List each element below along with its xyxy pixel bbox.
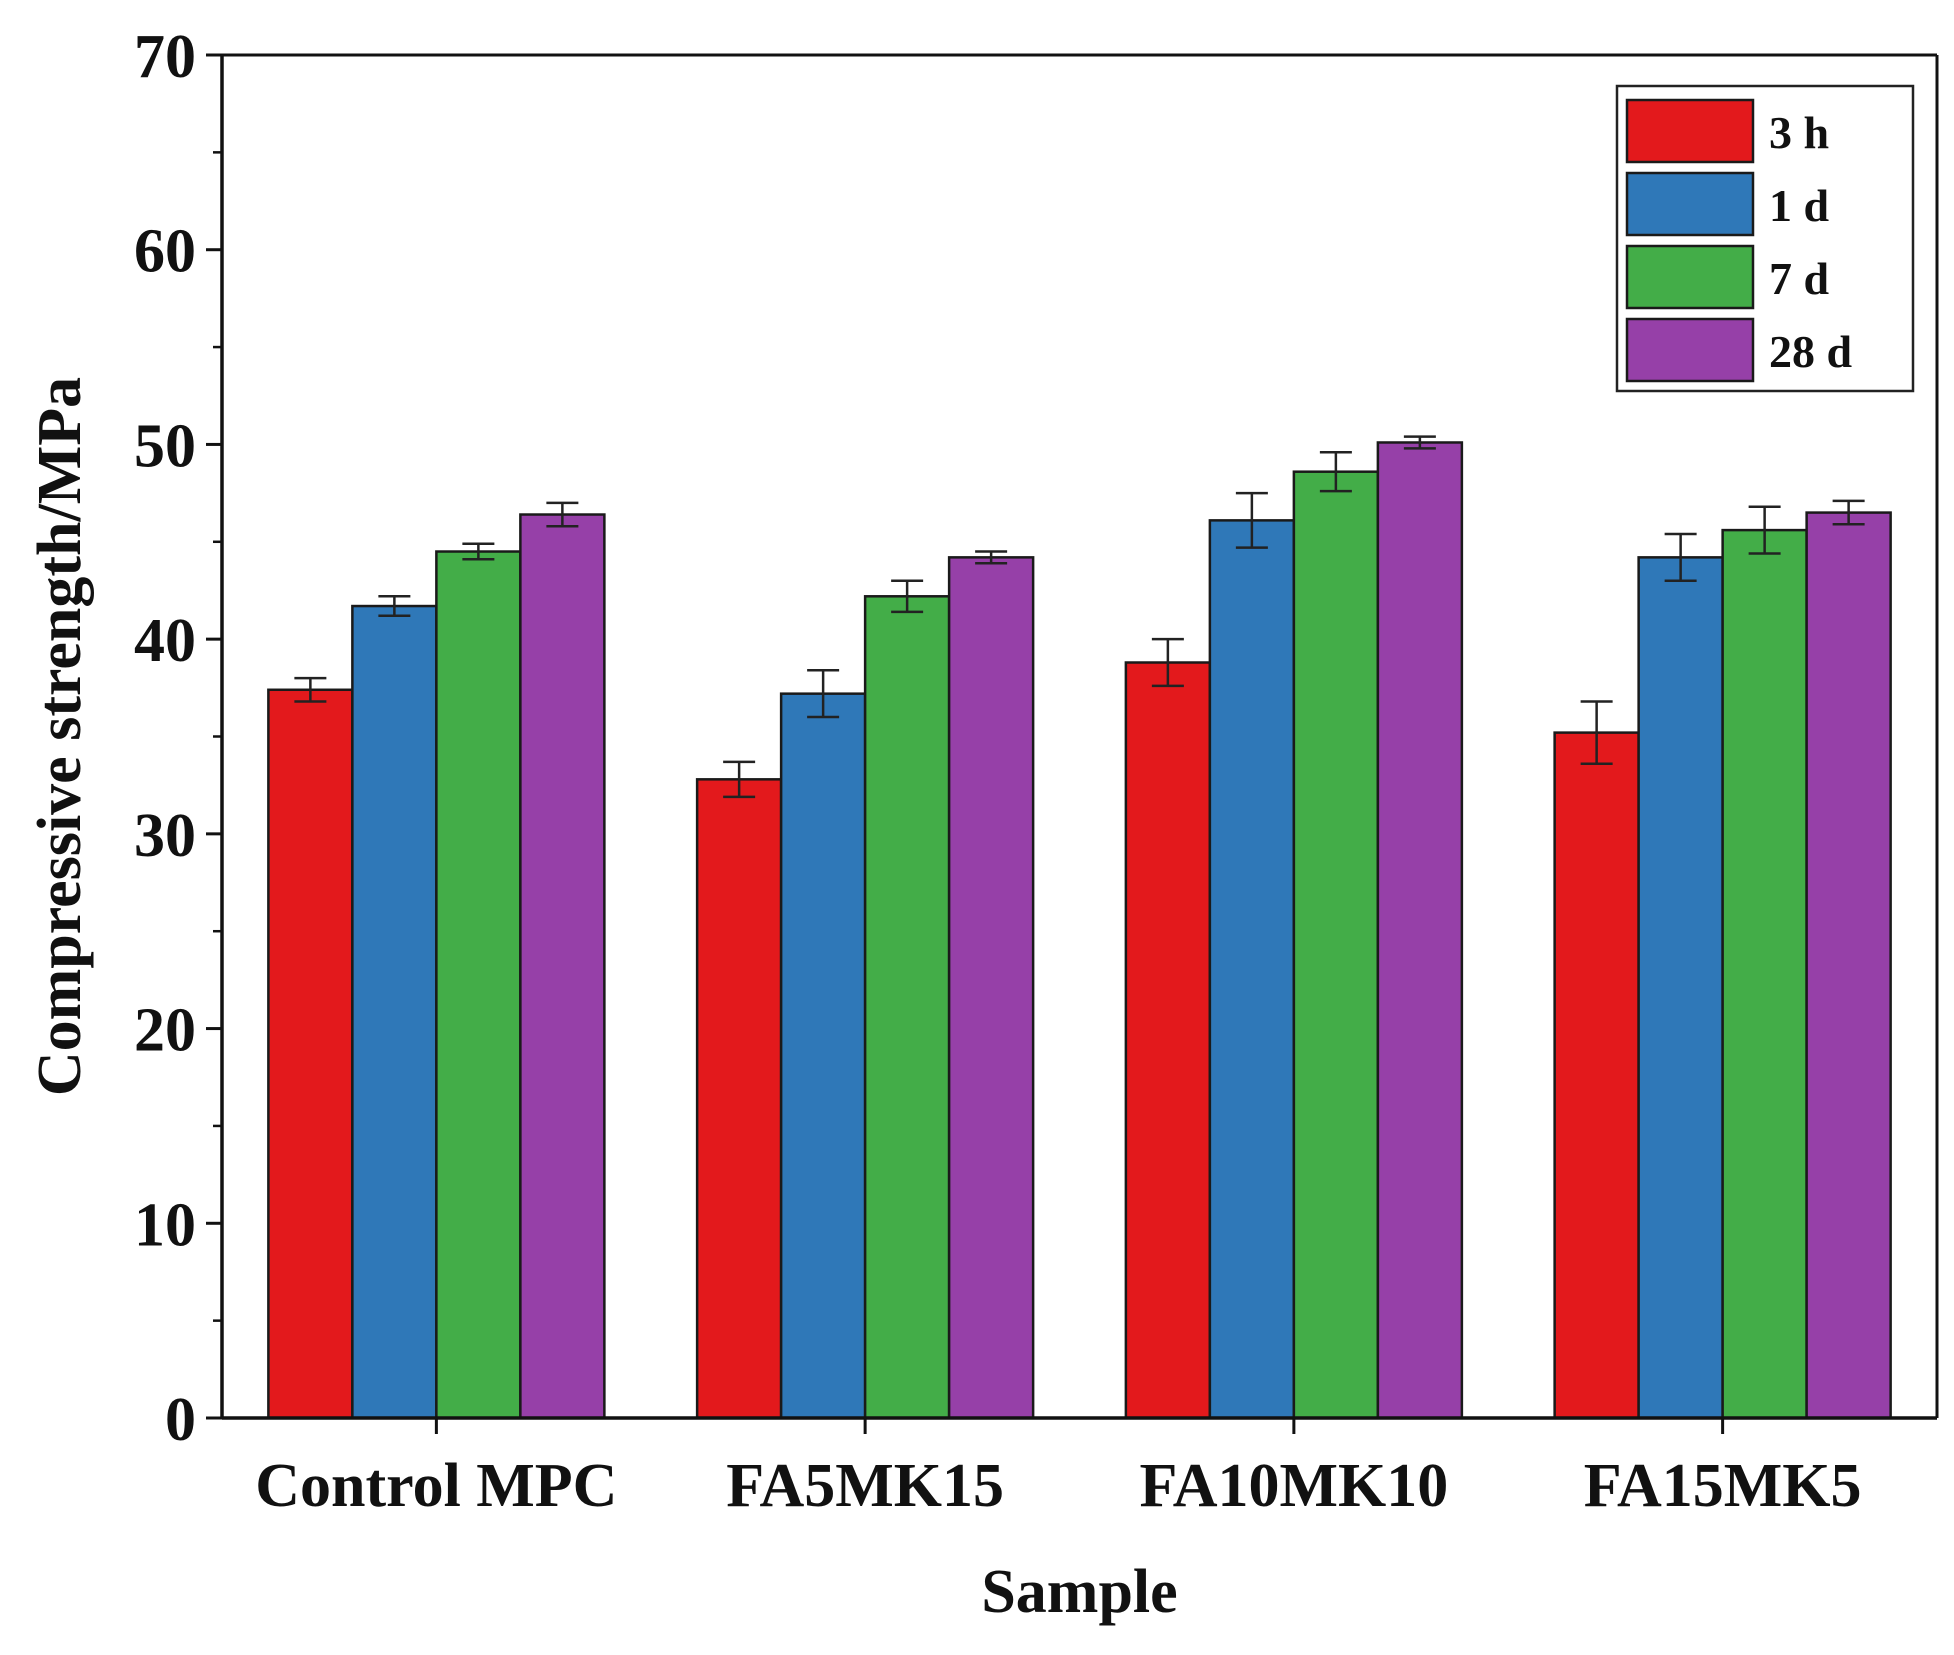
bar [267,688,354,1420]
y-tick-label: 40 [134,607,196,675]
x-tick-label: FA10MK10 [1139,1452,1448,1520]
legend-swatch [1625,171,1755,237]
bar [863,595,951,1420]
y-axis-title: Compressive strength/MPa [26,377,94,1096]
bar [1721,528,1808,1420]
bar [1553,731,1640,1420]
y-tick-label: 60 [134,218,196,286]
y-tick-label: 70 [134,23,196,91]
bar [695,778,783,1420]
bar [1376,441,1464,1420]
bar [435,550,522,1420]
legend-label: 3 h [1769,107,1829,158]
x-axis-title: Sample [981,1558,1177,1626]
bar [519,513,606,1420]
bar [1292,470,1380,1420]
legend-swatch [1625,98,1755,164]
legend-swatch [1625,244,1755,310]
legend: 3 h 1 d 7 d 28 d [1615,84,1915,393]
y-tick-label: 20 [134,997,196,1065]
legend-label: 7 d [1769,253,1830,304]
y-tick-label: 0 [165,1386,196,1454]
bar [1805,511,1892,1420]
bar [947,556,1035,1420]
y-tick-label: 30 [134,802,196,870]
x-tick-label: FA15MK5 [1584,1452,1862,1520]
bar [1124,661,1212,1420]
legend-label: 1 d [1769,180,1830,231]
legend-swatch [1625,317,1755,383]
bar [779,692,867,1420]
x-tick-label: Control MPC [255,1452,617,1520]
bar [1208,519,1296,1420]
bar [1637,556,1724,1420]
x-tick-label: FA5MK15 [726,1452,1004,1520]
y-tick-label: 50 [134,412,196,480]
y-tick-label: 10 [134,1191,196,1259]
legend-label: 28 d [1769,326,1853,377]
bars-layer [267,435,1892,1420]
axes-layer: 0 10 20 30 40 50 60 70 Control MPC FA5MK15 FA10MK1… [134,23,1939,1520]
bar [351,604,438,1420]
